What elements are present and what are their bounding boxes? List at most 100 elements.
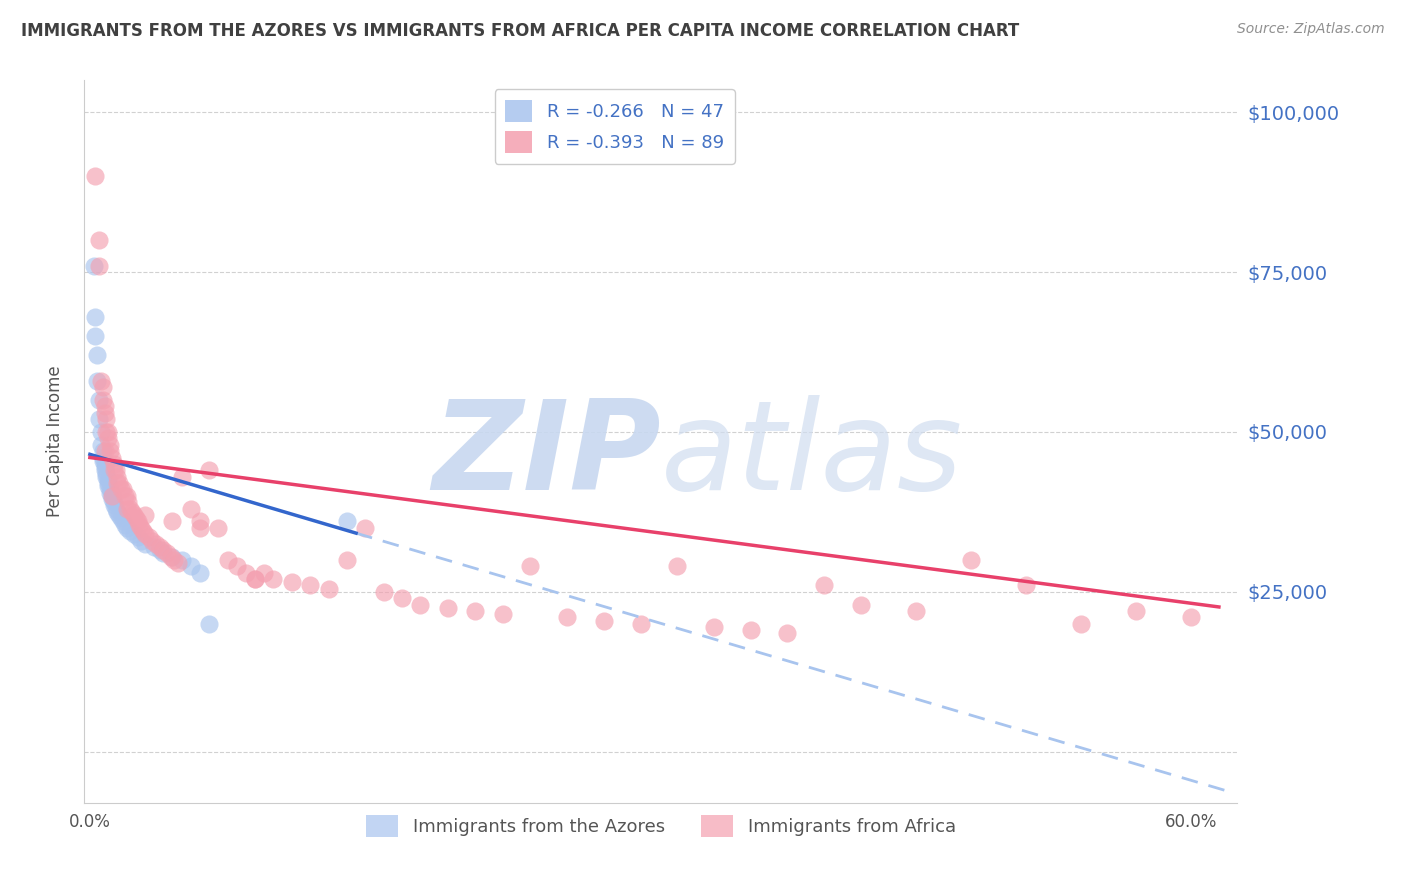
Point: [188, 521, 211, 535]
Text: atlas: atlas: [661, 395, 963, 516]
Point: [299, 578, 322, 592]
Point: [97, 431, 120, 445]
Point: [336, 515, 359, 529]
Point: [86, 348, 108, 362]
Point: [152, 543, 174, 558]
Point: [129, 533, 152, 548]
Point: [198, 616, 221, 631]
Y-axis label: Per Capita Income: Per Capita Income: [45, 366, 63, 517]
Point: [143, 540, 166, 554]
Point: [93, 444, 115, 458]
Point: [107, 469, 129, 483]
Point: [97, 473, 120, 487]
Point: [170, 469, 193, 483]
Point: [180, 501, 202, 516]
Point: [101, 492, 124, 507]
Point: [87, 259, 110, 273]
Point: [776, 626, 799, 640]
Point: [128, 517, 150, 532]
Point: [740, 623, 762, 637]
Point: [630, 616, 652, 631]
Text: Source: ZipAtlas.com: Source: ZipAtlas.com: [1237, 22, 1385, 37]
Point: [180, 559, 202, 574]
Point: [98, 483, 121, 497]
Point: [104, 501, 127, 516]
Point: [107, 505, 129, 519]
Point: [83, 259, 105, 273]
Point: [93, 460, 115, 475]
Point: [115, 521, 138, 535]
Point: [93, 406, 115, 420]
Point: [666, 559, 689, 574]
Point: [84, 310, 107, 324]
Point: [91, 450, 114, 465]
Point: [1070, 616, 1092, 631]
Point: [1180, 610, 1202, 624]
Point: [243, 572, 266, 586]
Point: [107, 476, 129, 491]
Point: [125, 511, 148, 525]
Point: [145, 537, 167, 551]
Point: [90, 438, 112, 452]
Point: [134, 537, 156, 551]
Point: [103, 495, 125, 509]
Point: [97, 425, 120, 439]
Point: [122, 527, 145, 541]
Point: [464, 604, 486, 618]
Point: [114, 489, 136, 503]
Point: [101, 489, 124, 503]
Point: [167, 556, 190, 570]
Point: [207, 521, 229, 535]
Legend: Immigrants from the Azores, Immigrants from Africa: Immigrants from the Azores, Immigrants f…: [359, 808, 963, 845]
Point: [110, 511, 132, 525]
Point: [555, 610, 578, 624]
Point: [108, 508, 131, 522]
Point: [121, 505, 143, 519]
Point: [149, 543, 172, 558]
Point: [129, 521, 152, 535]
Point: [281, 575, 304, 590]
Point: [149, 540, 172, 554]
Point: [134, 527, 156, 541]
Point: [235, 566, 257, 580]
Point: [188, 566, 211, 580]
Point: [104, 463, 127, 477]
Point: [409, 598, 432, 612]
Point: [188, 515, 211, 529]
Point: [163, 553, 186, 567]
Point: [93, 400, 115, 414]
Point: [91, 454, 114, 468]
Point: [115, 489, 138, 503]
Point: [91, 444, 114, 458]
Point: [152, 546, 174, 560]
Point: [253, 566, 276, 580]
Point: [318, 582, 340, 596]
Point: [91, 392, 114, 407]
Point: [101, 450, 124, 465]
Point: [96, 412, 118, 426]
Point: [127, 515, 149, 529]
Point: [101, 489, 124, 503]
Point: [1015, 578, 1038, 592]
Point: [336, 553, 359, 567]
Point: [492, 607, 515, 622]
Point: [225, 559, 247, 574]
Point: [103, 457, 125, 471]
Point: [115, 501, 138, 516]
Point: [813, 578, 835, 592]
Text: ZIP: ZIP: [432, 395, 661, 516]
Point: [159, 549, 181, 564]
Point: [262, 572, 284, 586]
Point: [103, 463, 125, 477]
Point: [103, 499, 125, 513]
Point: [519, 559, 541, 574]
Point: [1125, 604, 1147, 618]
Point: [117, 495, 139, 509]
Point: [84, 169, 107, 184]
Point: [120, 524, 142, 538]
Point: [87, 392, 110, 407]
Point: [111, 483, 134, 497]
Text: IMMIGRANTS FROM THE AZORES VS IMMIGRANTS FROM AFRICA PER CAPITA INCOME CORRELATI: IMMIGRANTS FROM THE AZORES VS IMMIGRANTS…: [21, 22, 1019, 40]
Point: [156, 546, 179, 560]
Point: [120, 501, 142, 516]
